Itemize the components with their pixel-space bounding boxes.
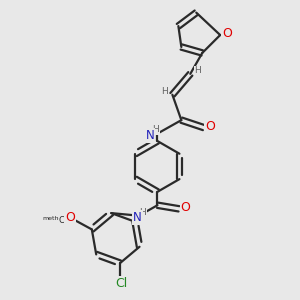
Text: Cl: Cl xyxy=(116,277,128,290)
Text: H: H xyxy=(162,87,168,96)
Text: H: H xyxy=(153,125,159,134)
Text: O: O xyxy=(206,120,215,133)
Text: H: H xyxy=(194,66,201,75)
Text: N: N xyxy=(133,211,142,224)
Text: O: O xyxy=(65,211,75,224)
Text: H: H xyxy=(139,208,146,217)
Text: CH₃: CH₃ xyxy=(59,216,74,225)
Text: methoxy: methoxy xyxy=(42,216,70,220)
Text: O: O xyxy=(181,201,190,214)
Text: N: N xyxy=(146,129,154,142)
Text: O: O xyxy=(222,27,232,40)
